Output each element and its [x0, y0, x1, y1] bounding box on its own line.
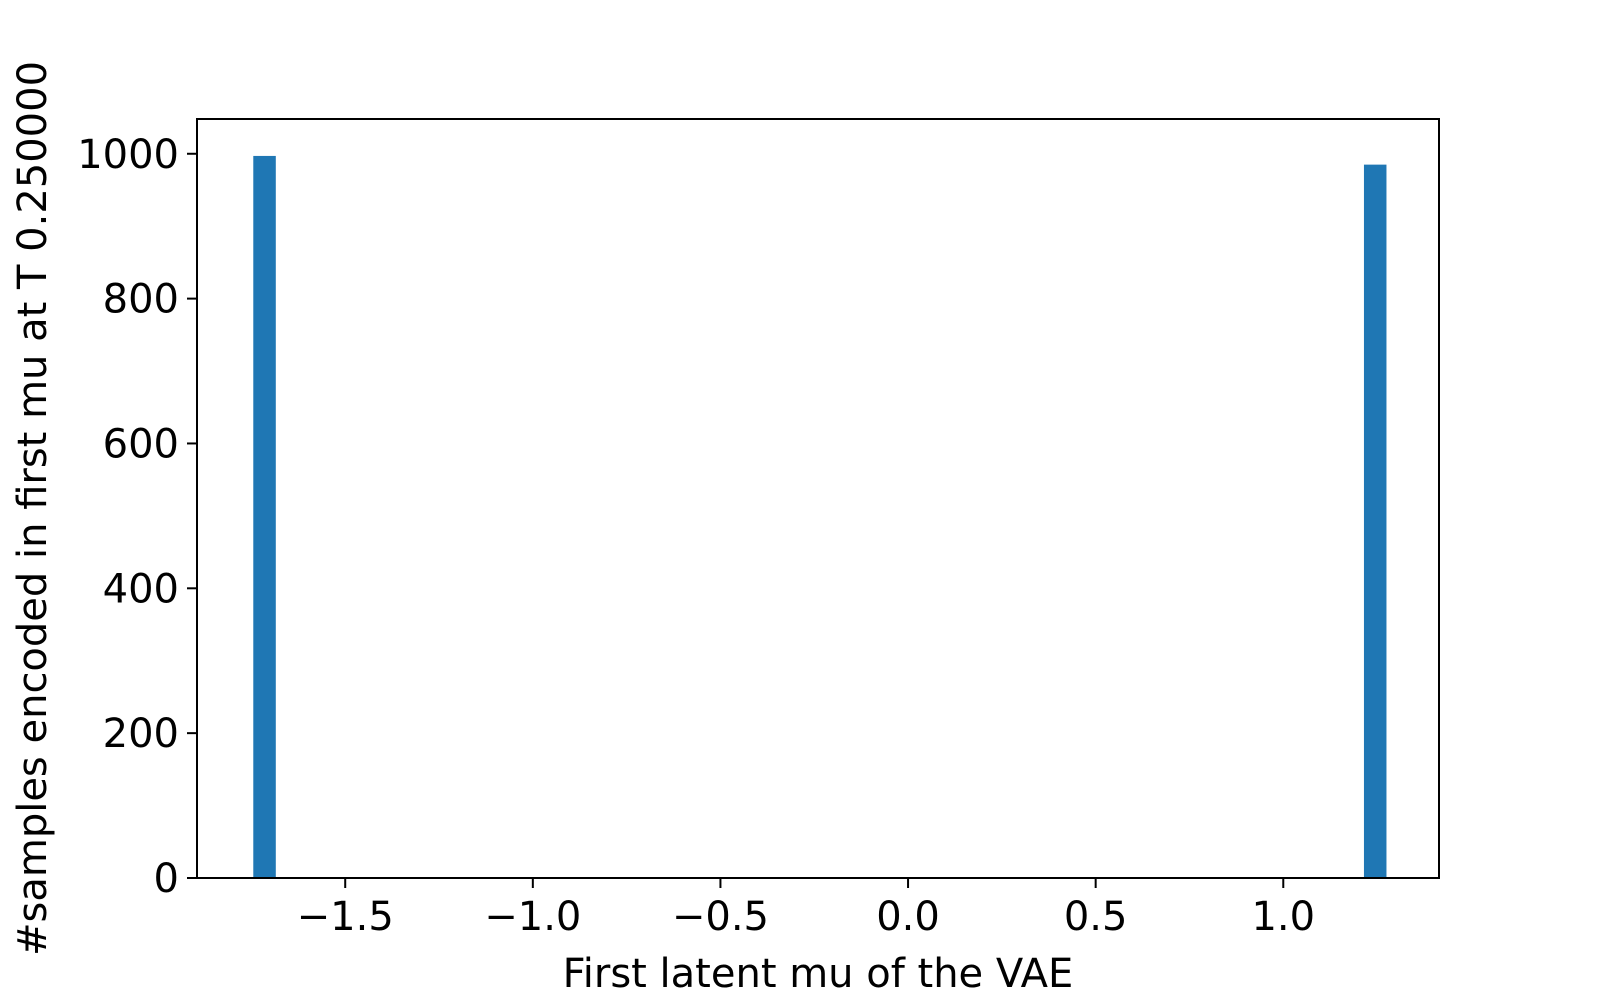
x-axis-ticks: −1.5 −1.0 −0.5 0.0 0.5 1.0: [297, 878, 1315, 940]
y-tick-label: 600: [103, 421, 179, 467]
x-tick-label: 0.0: [876, 894, 940, 940]
y-tick-label: 1000: [77, 132, 179, 178]
x-tick-label: −1.5: [297, 894, 394, 940]
x-tick-label: −0.5: [672, 894, 769, 940]
x-tick-label: 1.0: [1251, 894, 1315, 940]
y-tick-label: 0: [154, 856, 179, 902]
y-tick-label: 200: [103, 711, 179, 757]
histogram-bar-1: [253, 155, 276, 879]
x-tick-label: −1.0: [484, 894, 581, 940]
y-axis-label: #samples encoded in first mu at T 0.2500…: [10, 61, 56, 956]
y-tick-label: 400: [103, 566, 179, 612]
histogram-bar-2: [1363, 164, 1387, 879]
y-axis-ticks: 0 200 400 600 800 1000: [77, 132, 197, 902]
bars-layer: [253, 155, 1387, 879]
y-tick-label: 800: [103, 277, 179, 323]
x-axis-label: First latent mu of the VAE: [563, 951, 1074, 988]
x-tick-label: 0.5: [1064, 894, 1128, 940]
plot-area-frame: [196, 118, 1440, 879]
